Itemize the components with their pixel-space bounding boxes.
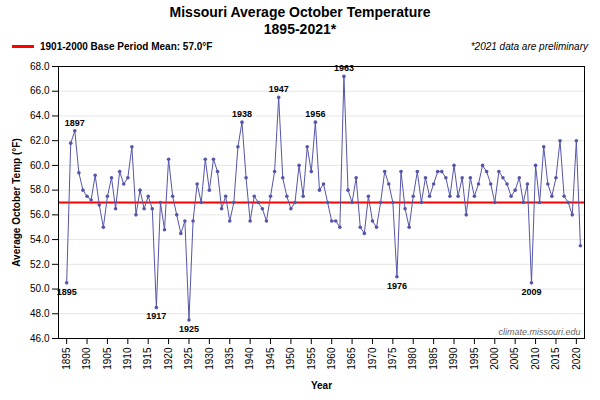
svg-text:1920: 1920: [163, 347, 174, 370]
svg-text:1956: 1956: [305, 109, 325, 119]
svg-text:1910: 1910: [122, 347, 133, 370]
svg-text:1960: 1960: [326, 347, 337, 370]
svg-text:2020: 2020: [571, 347, 582, 370]
svg-text:2005: 2005: [509, 347, 520, 370]
svg-text:1897: 1897: [65, 118, 85, 128]
svg-text:54.0: 54.0: [30, 234, 50, 245]
svg-text:climate.missouri.edu: climate.missouri.edu: [498, 327, 580, 337]
svg-text:1963: 1963: [334, 63, 354, 73]
svg-text:1976: 1976: [387, 281, 407, 291]
svg-text:60.0: 60.0: [30, 160, 50, 171]
svg-text:62.0: 62.0: [30, 135, 50, 146]
svg-text:1938: 1938: [232, 109, 252, 119]
html-text:1895-2021*: 1895-2021*: [263, 21, 337, 37]
html-text:1901-2000 Base Period Mean: 57: 1901-2000 Base Period Mean: 57.0°F: [40, 41, 213, 52]
svg-text:1975: 1975: [387, 347, 398, 370]
svg-text:1940: 1940: [244, 347, 255, 370]
svg-text:56.0: 56.0: [30, 209, 50, 220]
svg-text:1900: 1900: [81, 347, 92, 370]
svg-text:Average October Temp (°F): Average October Temp (°F): [11, 138, 22, 266]
svg-text:48.0: 48.0: [30, 308, 50, 319]
svg-text:1970: 1970: [367, 347, 378, 370]
svg-text:1945: 1945: [265, 347, 276, 370]
svg-text:Year: Year: [311, 380, 332, 391]
svg-text:46.0: 46.0: [30, 333, 50, 344]
svg-text:1930: 1930: [204, 347, 215, 370]
html-text:*2021 data are preliminary: *2021 data are preliminary: [470, 41, 588, 52]
svg-text:1915: 1915: [142, 347, 153, 370]
svg-text:1985: 1985: [428, 347, 439, 370]
svg-text:1895: 1895: [61, 347, 72, 370]
svg-text:1925: 1925: [179, 324, 199, 334]
svg-text:1895: 1895: [57, 287, 77, 297]
svg-text:52.0: 52.0: [30, 259, 50, 270]
svg-text:1995: 1995: [469, 347, 480, 370]
svg-text:68.0: 68.0: [30, 61, 50, 72]
svg-text:1990: 1990: [448, 347, 459, 370]
svg-text:64.0: 64.0: [30, 110, 50, 121]
svg-text:58.0: 58.0: [30, 184, 50, 195]
svg-text:1980: 1980: [407, 347, 418, 370]
svg-text:1947: 1947: [269, 84, 289, 94]
svg-text:66.0: 66.0: [30, 85, 50, 96]
svg-text:1917: 1917: [146, 311, 166, 321]
svg-text:1965: 1965: [346, 347, 357, 370]
svg-text:2015: 2015: [550, 347, 561, 370]
svg-text:1955: 1955: [306, 347, 317, 370]
svg-text:1935: 1935: [224, 347, 235, 370]
svg-text:1905: 1905: [102, 347, 113, 370]
svg-text:2009: 2009: [521, 287, 541, 297]
svg-text:2010: 2010: [530, 347, 541, 370]
svg-text:1950: 1950: [285, 347, 296, 370]
svg-text:50.0: 50.0: [30, 283, 50, 294]
svg-text:2000: 2000: [489, 347, 500, 370]
html-text:Missouri Average October Tempe: Missouri Average October Temperature: [169, 4, 431, 20]
svg-text:1925: 1925: [183, 347, 194, 370]
